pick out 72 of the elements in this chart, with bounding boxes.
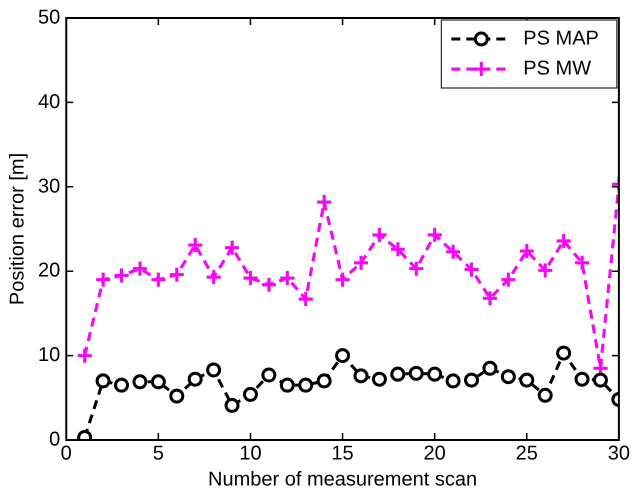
point (574, 254, 591, 272)
point (260, 276, 278, 294)
point (206, 362, 222, 378)
point (280, 378, 295, 393)
point (131, 260, 148, 278)
point (169, 388, 184, 404)
point (538, 388, 553, 403)
x-tick-label: 5 (152, 442, 164, 465)
x-tick-label: 10 (239, 442, 262, 465)
point (224, 239, 241, 256)
y-tick-label: 0 (49, 428, 60, 451)
point (592, 372, 608, 388)
point (372, 372, 387, 387)
point (500, 271, 517, 288)
point (132, 374, 148, 390)
point (463, 261, 480, 278)
point (427, 366, 442, 382)
point (536, 262, 554, 279)
point (96, 373, 111, 388)
point (426, 226, 444, 244)
point (446, 373, 461, 388)
y-tick-label: 40 (38, 90, 60, 113)
x-tick-label: 25 (516, 442, 538, 465)
point (481, 290, 498, 307)
point (224, 398, 240, 413)
x-tick-label: 15 (331, 442, 354, 465)
y-axis-title: Position error [m] (6, 152, 29, 306)
point (114, 378, 130, 393)
point (150, 271, 167, 288)
x-axis-title: Number of measurement scan (208, 468, 478, 491)
point (408, 260, 425, 278)
point (519, 372, 534, 388)
point (113, 266, 130, 284)
point (556, 346, 572, 361)
point (168, 266, 186, 284)
point (389, 240, 406, 258)
point (278, 269, 296, 286)
point (334, 271, 352, 288)
point (500, 369, 516, 384)
point (464, 372, 480, 388)
point (298, 378, 314, 393)
y-tick-label: 30 (38, 175, 60, 198)
point (390, 366, 406, 382)
point (574, 372, 590, 387)
y-tick-label: 20 (38, 260, 60, 282)
point (352, 254, 370, 272)
y-tick-label: 50 (38, 6, 60, 29)
point (242, 386, 258, 402)
point (408, 366, 424, 381)
point (353, 368, 368, 384)
point (150, 374, 166, 390)
point (555, 232, 572, 250)
point (370, 226, 388, 244)
legend-label: PS MAP (523, 28, 599, 50)
point (316, 373, 332, 388)
point (482, 360, 498, 376)
point (186, 236, 204, 254)
legend-label: PS MW (523, 58, 592, 80)
point (335, 348, 350, 364)
point (188, 372, 203, 387)
point (518, 242, 536, 260)
point (261, 368, 276, 383)
x-tick-label: 30 (608, 442, 630, 465)
y-tick-label: 10 (38, 344, 60, 366)
point (316, 193, 333, 210)
point (297, 290, 314, 308)
point (205, 268, 222, 286)
x-tick-label: 20 (424, 442, 446, 465)
point (76, 347, 94, 364)
point (242, 269, 259, 286)
point (444, 243, 462, 260)
point (94, 271, 112, 288)
